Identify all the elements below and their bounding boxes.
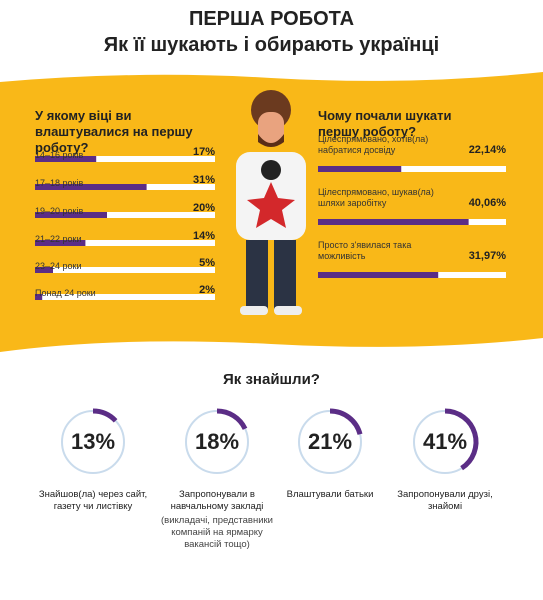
value-label: 17%	[192, 146, 215, 158]
donut-arc	[329, 408, 363, 436]
donut-category-label: Запропонували друзі, знайомі	[397, 489, 493, 512]
bar	[35, 184, 147, 190]
bar-track	[318, 166, 506, 172]
title: ПЕРША РОБОТА	[188, 8, 355, 30]
donut-category-label: Влаштували батьки	[286, 489, 374, 500]
category-label: 23–24 роки	[35, 261, 82, 271]
bar-track	[35, 267, 215, 273]
value-label: 40,06%	[468, 197, 506, 209]
bar	[35, 240, 86, 246]
bar	[35, 294, 43, 300]
chart-title: Як знайшли?	[223, 371, 320, 388]
bar	[318, 219, 469, 225]
category-label: 14–16 років	[35, 150, 84, 160]
chart-title: У якому віці ви влаштувалися на першу ро…	[35, 108, 193, 155]
bar-track	[35, 294, 215, 300]
category-label: 19–20 років	[35, 206, 84, 216]
donut-arc	[92, 408, 118, 423]
chart-title: Чому почали шукати першу роботу?	[318, 108, 452, 139]
donut-value-label: 18%	[194, 429, 240, 454]
value-label: 14%	[192, 230, 215, 242]
donut-value-label: 41%	[422, 429, 468, 454]
bar-track	[35, 212, 215, 218]
value-label: 22,14%	[468, 144, 506, 156]
category-label: Просто з'явилася така можливість	[318, 240, 412, 261]
donut-category-label: Запропонували в навчальному закладі	[170, 489, 264, 512]
category-label: 17–18 років	[35, 178, 84, 188]
donut-value-label: 21%	[307, 429, 353, 454]
character-illustration	[236, 90, 306, 315]
category-label: Цілеспрямовано, хотів(ла) набратися досв…	[318, 134, 429, 155]
bar-track	[35, 240, 215, 246]
value-label: 20%	[192, 202, 215, 214]
bar-track	[35, 156, 215, 162]
category-label: 21–22 роки	[35, 234, 82, 244]
category-label: Понад 24 роки	[35, 288, 96, 298]
value-label: 31%	[192, 174, 215, 186]
bar	[318, 166, 402, 172]
value-label: 31,97%	[468, 250, 506, 262]
donut-arc	[444, 408, 479, 471]
donut-category-label: Знайшов(ла) через сайт, газету чи листів…	[38, 489, 148, 512]
bar	[35, 212, 107, 218]
donut-value-label: 13%	[70, 429, 116, 454]
bar	[318, 272, 439, 278]
subtitle: Як її шукають і обирають українці	[103, 34, 440, 56]
value-label: 5%	[199, 257, 215, 269]
donut-arc	[216, 408, 248, 430]
category-label: Цілеспрямовано, шукав(ла) шляхи заробітк…	[318, 187, 434, 208]
donut-note: (викладачі, представники компаній на ярм…	[161, 515, 273, 550]
bar	[35, 156, 97, 162]
value-label: 2%	[199, 284, 215, 296]
bar	[35, 267, 53, 273]
